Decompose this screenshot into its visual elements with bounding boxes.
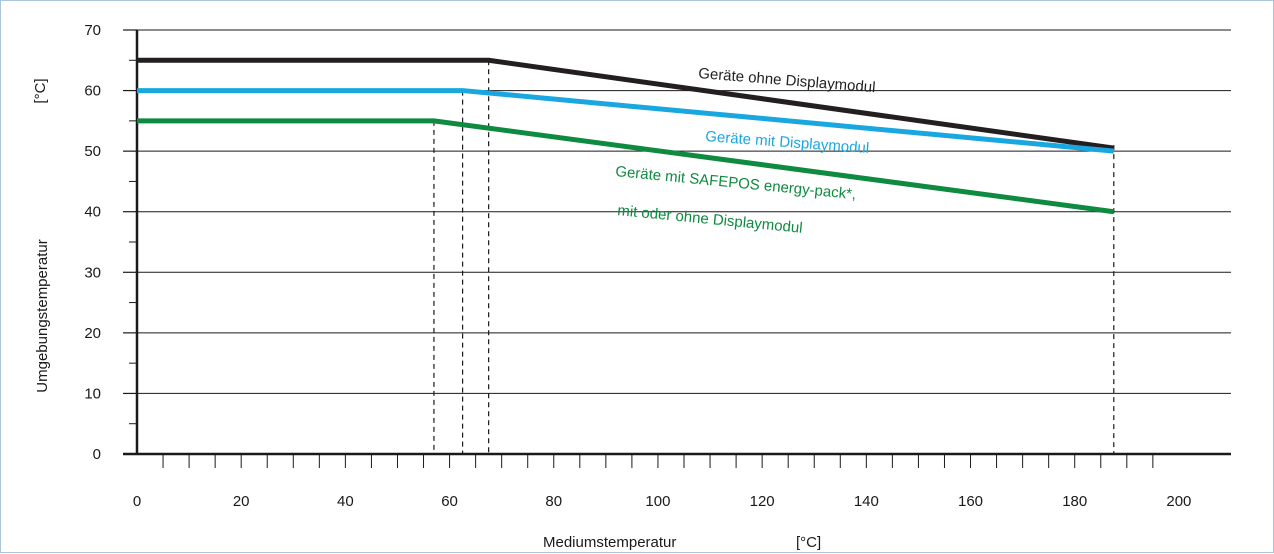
series-group bbox=[137, 57, 1115, 215]
y-tick-label-30: 30 bbox=[84, 264, 101, 281]
series-label-safepos-line2: mit oder ohne Displaymodul bbox=[617, 202, 804, 237]
x-tick-label-200: 200 bbox=[1166, 493, 1191, 510]
x-tick-label-180: 180 bbox=[1062, 493, 1087, 510]
x-tick-label-140: 140 bbox=[854, 493, 879, 510]
x-tick-label-160: 160 bbox=[958, 493, 983, 510]
y-tick-label-60: 60 bbox=[84, 83, 101, 100]
series-label-mit-display: Geräte mit Displaymodul bbox=[705, 128, 870, 157]
x-axis-unit: [°C] bbox=[796, 534, 821, 551]
x-tick-label-60: 60 bbox=[441, 493, 458, 510]
y-tick-label-20: 20 bbox=[84, 325, 101, 342]
x-tick-label-100: 100 bbox=[645, 493, 670, 510]
axes bbox=[123, 29, 1231, 468]
y-tick-label-50: 50 bbox=[84, 143, 101, 160]
x-axis-title: Mediumstemperatur bbox=[543, 534, 676, 551]
y-tick-label-40: 40 bbox=[84, 204, 101, 221]
series-line-2 bbox=[137, 118, 1115, 215]
labels-group: [°C] Umgebungstemperatur Mediumstemperat… bbox=[32, 22, 1191, 551]
x-tick-label-80: 80 bbox=[545, 493, 562, 510]
series-line-1 bbox=[137, 88, 1115, 154]
y-axis-title: Umgebungstemperatur bbox=[34, 239, 51, 392]
x-tick-label-0: 0 bbox=[133, 493, 141, 510]
series-line-0 bbox=[137, 57, 1115, 151]
x-tick-label-120: 120 bbox=[750, 493, 775, 510]
y-tick-label-10: 10 bbox=[84, 385, 101, 402]
x-tick-label-40: 40 bbox=[337, 493, 354, 510]
y-tick-label-70: 70 bbox=[84, 22, 101, 39]
x-tick-label-20: 20 bbox=[233, 493, 250, 510]
series-label-safepos-line1: Geräte mit SAFEPOS energy-pack*, bbox=[615, 163, 857, 203]
y-tick-label-0: 0 bbox=[93, 446, 101, 463]
y-axis-unit: [°C] bbox=[32, 78, 49, 103]
